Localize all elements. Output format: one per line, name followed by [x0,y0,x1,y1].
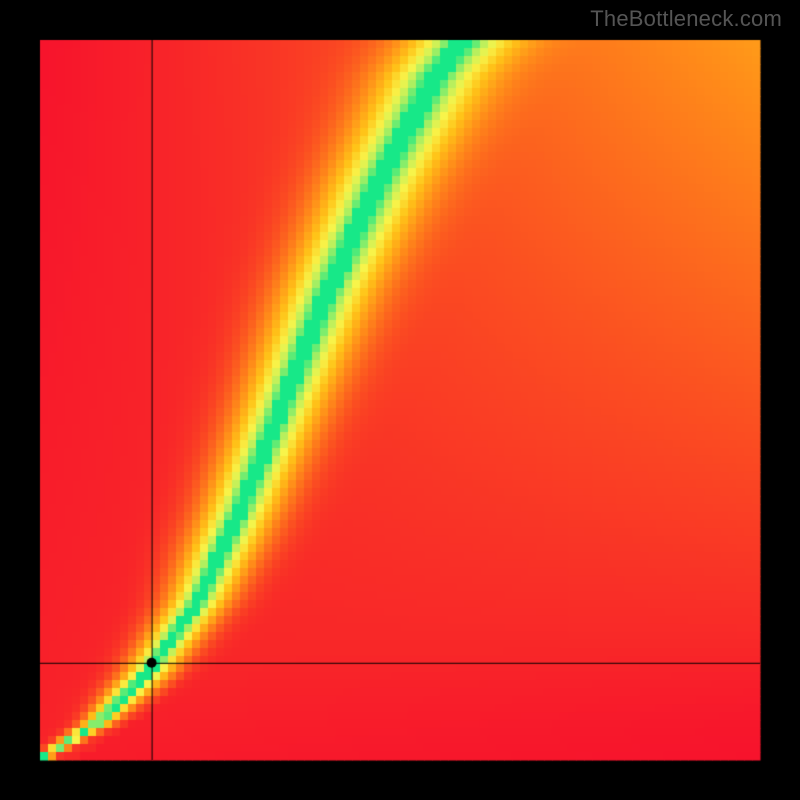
watermark-text: TheBottleneck.com [590,6,782,32]
heatmap-canvas [0,0,800,800]
chart-container: TheBottleneck.com [0,0,800,800]
